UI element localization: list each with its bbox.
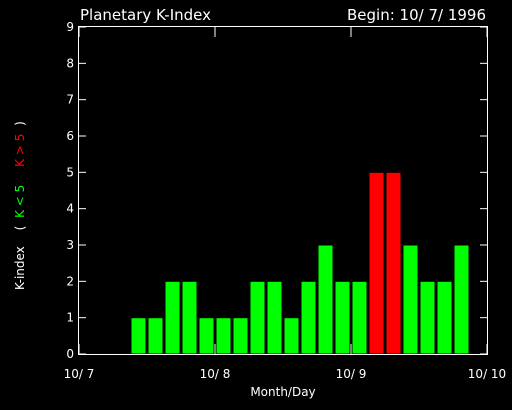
x-axis-label: Month/Day [250, 385, 315, 399]
bar [266, 280, 283, 355]
bar [215, 317, 232, 355]
y-tick-label: 2 [66, 274, 74, 288]
x-tick-label: 10/ 8 [200, 367, 231, 381]
y-axis-label-open: ( [13, 226, 27, 231]
bar [419, 280, 436, 355]
bar [351, 280, 368, 355]
y-axis-label-high: K > 5 [13, 134, 27, 167]
bar [232, 317, 249, 355]
bar [385, 171, 402, 355]
bar [130, 317, 147, 355]
chart-subtitle: Begin: 10/ 7/ 1996 [347, 6, 486, 24]
y-tick-label: 3 [66, 238, 74, 252]
y-tick-label: 6 [66, 129, 74, 143]
chart-title: Planetary K-Index [80, 6, 211, 24]
bar [283, 317, 300, 355]
y-tick-label: 8 [66, 56, 74, 70]
y-tick-label: 7 [66, 93, 74, 107]
y-axis: 0 1 2 3 4 5 6 7 8 9 [66, 20, 487, 361]
x-tick-label: 10/ 7 [64, 367, 95, 381]
bar [317, 244, 334, 355]
y-axis-label-prefix: K-index [13, 246, 27, 290]
bar [164, 280, 181, 355]
y-tick-label: 1 [66, 311, 74, 325]
bar-group [130, 171, 470, 355]
bar [436, 280, 453, 355]
bar [453, 244, 470, 355]
bar [198, 317, 215, 355]
bar [300, 280, 317, 355]
y-axis-label: K-index ( K < 5 K > 5 ) [13, 121, 27, 290]
x-axis: 10/ 7 10/ 8 10/ 9 10/ 10 [64, 27, 506, 381]
plot-frame [78, 26, 488, 355]
bar [334, 280, 351, 355]
y-tick-label: 4 [66, 202, 74, 216]
y-axis-label-low: K < 5 [13, 185, 27, 218]
y-tick-label: 9 [66, 20, 74, 34]
x-tick-label: 10/ 9 [336, 367, 367, 381]
bar [181, 280, 198, 355]
x-tick-label: 10/ 10 [468, 367, 506, 381]
bar [249, 280, 266, 355]
bar [368, 171, 385, 355]
bar [402, 244, 419, 355]
y-tick-label: 0 [66, 347, 74, 361]
y-tick-label: 5 [66, 165, 74, 179]
bar [147, 317, 164, 355]
y-axis-label-close: ) [13, 121, 27, 126]
